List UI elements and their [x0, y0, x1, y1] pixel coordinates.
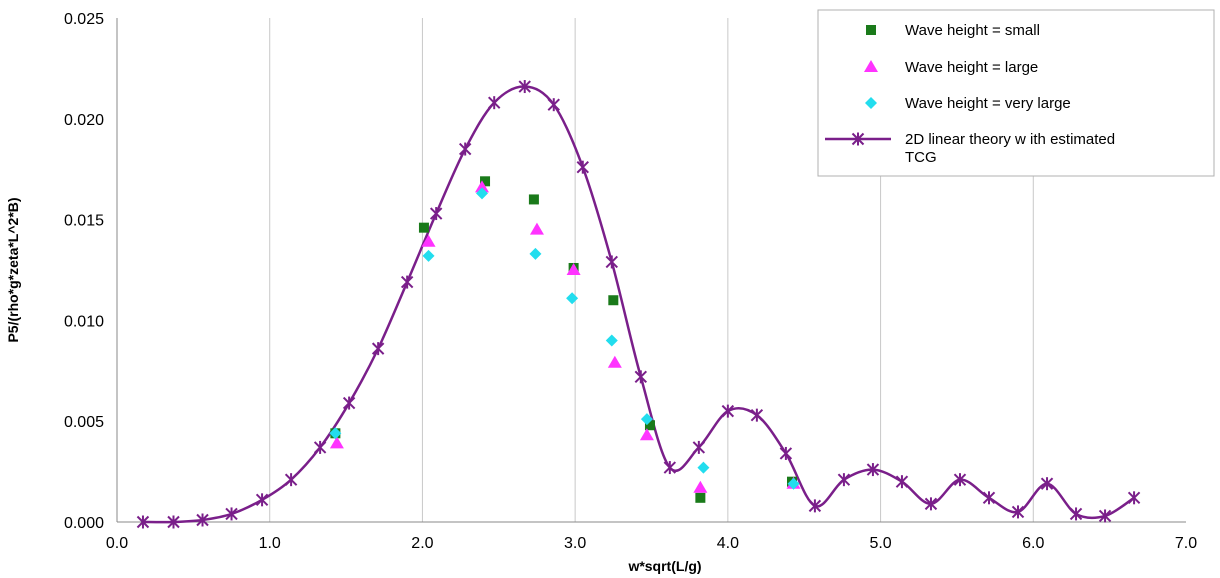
theory-point [315, 441, 326, 454]
x-tick-labels: 0.0 1.0 2.0 3.0 4.0 5.0 6.0 7.0 [106, 535, 1197, 552]
y-tick-label: 0.025 [64, 11, 104, 28]
x-axis-title: w*sqrt(L/g) [627, 558, 701, 574]
theory-point [286, 473, 297, 486]
data-point-diamond [423, 250, 435, 262]
theory-point [257, 493, 268, 506]
theory-point [635, 370, 646, 383]
theory-point [983, 491, 994, 504]
data-point-square [608, 295, 618, 305]
legend-label: Wave height = large [905, 59, 1038, 76]
y-tick-label: 0.000 [64, 515, 104, 532]
x-tick-label: 7.0 [1175, 535, 1197, 552]
theory-point [577, 161, 588, 174]
data-point-diamond [529, 248, 541, 260]
y-tick-labels: 0.000 0.005 0.010 0.015 0.020 0.025 [64, 11, 104, 532]
theory-point [838, 473, 849, 486]
y-tick-label: 0.020 [64, 112, 104, 129]
x-tick-label: 0.0 [106, 535, 128, 552]
y-tick-label: 0.010 [64, 313, 104, 330]
theory-point [896, 475, 907, 488]
theory-point [1129, 491, 1140, 504]
legend: Wave height = small Wave height = large Wa… [818, 10, 1214, 176]
theory-point [402, 276, 413, 289]
x-tick-label: 6.0 [1022, 535, 1044, 552]
theory-point [693, 441, 704, 454]
theory-point [548, 98, 559, 111]
theory-point [344, 397, 355, 410]
data-point-square [695, 493, 705, 503]
data-point-diamond [606, 335, 618, 347]
data-point-square [419, 223, 429, 233]
x-tick-label: 3.0 [564, 535, 586, 552]
x-tick-label: 2.0 [411, 535, 433, 552]
theory-point [722, 405, 733, 418]
legend-marker [866, 25, 876, 35]
x-tick-label: 4.0 [717, 535, 739, 552]
x-tick-label: 5.0 [869, 535, 891, 552]
data-point-triangle [530, 223, 544, 235]
theory-point [606, 255, 617, 268]
legend-label: Wave height = small [905, 22, 1040, 39]
theory-point [460, 143, 471, 156]
legend-label: Wave height = very large [905, 95, 1071, 112]
theory-point [431, 207, 442, 220]
y-tick-label: 0.005 [64, 414, 104, 431]
data-point-triangle [693, 481, 707, 493]
theory-point [1071, 507, 1082, 520]
theory-point [489, 96, 500, 109]
theory-point [780, 447, 791, 460]
theory-point [373, 342, 384, 355]
data-markers [329, 176, 800, 503]
legend-label-cont: TCG [905, 149, 937, 166]
data-point-triangle [608, 356, 622, 368]
theory-point [751, 409, 762, 422]
x-tick-label: 1.0 [259, 535, 281, 552]
legend-label: 2D linear theory w ith estimated [905, 131, 1115, 148]
data-point-diamond [566, 292, 578, 304]
y-tick-label: 0.015 [64, 213, 104, 230]
data-point-square [529, 194, 539, 204]
theory-point [664, 461, 675, 474]
data-point-diamond [697, 462, 709, 474]
y-axis-title: P5/(rho*g*zeta*L^2*B) [5, 197, 21, 342]
